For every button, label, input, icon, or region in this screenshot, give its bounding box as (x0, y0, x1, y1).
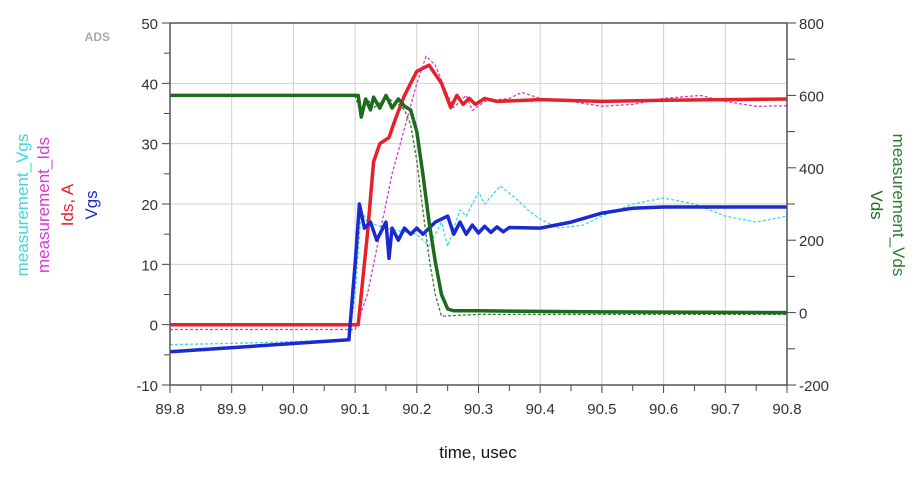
left-axis-labels: measurement_Vgs measurement_Ids Ids, A V… (13, 134, 101, 277)
ads-watermark: ADS (85, 30, 110, 44)
y-left-tick-label: 20 (141, 197, 158, 214)
right-label-measurement-vds: measurement_Vds (889, 134, 908, 277)
left-label-vgs: Vgs (82, 190, 101, 219)
series-line-vgs (169, 202, 787, 354)
series-line-measurement-vgs (169, 185, 788, 346)
series-line-vds (170, 93, 788, 315)
x-tick-label: 90.0 (279, 401, 308, 418)
right-axis-labels: measurement_Vds Vds (867, 134, 908, 277)
y-left-tick-label: 50 (141, 16, 158, 33)
x-axis-label: time, usec (439, 443, 517, 462)
x-tick-label: 89.8 (155, 401, 184, 418)
x-tick-label: 89.9 (217, 401, 246, 418)
x-tick-label: 90.3 (464, 401, 493, 418)
x-tick-label: 90.7 (711, 401, 740, 418)
series-group (169, 55, 788, 354)
y-right-tick-label: 800 (799, 16, 824, 33)
left-label-measurement-ids: measurement_Ids (34, 137, 53, 273)
y-right-tick-label: 200 (799, 233, 824, 250)
y-left-tick-label: -10 (136, 378, 158, 395)
y-right-tick-label: 600 (799, 88, 824, 105)
y-left-tick-label: 30 (141, 137, 158, 154)
x-tick-label: 90.2 (402, 401, 431, 418)
x-tick-label: 90.5 (587, 401, 616, 418)
x-tick-label: 90.4 (526, 401, 555, 418)
y-left-tick-label: 40 (141, 76, 158, 93)
y-right-tick-label: 400 (799, 161, 824, 178)
grid (169, 22, 788, 386)
y-left-tick-label: 10 (141, 257, 158, 274)
x-tick-label: 90.8 (772, 401, 801, 418)
x-tick-label: 90.6 (649, 401, 678, 418)
series-line-ids (170, 63, 788, 327)
left-label-measurement-vgs: measurement_Vgs (13, 134, 32, 277)
y-left-tick-label: 0 (150, 318, 158, 335)
x-tick-label: 90.1 (340, 401, 369, 418)
y-right-tick-label: -200 (799, 378, 829, 395)
y-right-tick-label: 0 (799, 306, 807, 323)
right-label-vds: Vds (867, 190, 886, 219)
axes: 89.8 89.9 90.0 90.1 90.2 90.3 90.4 90.5 90.6 90.7… (136, 16, 829, 418)
left-label-ids: Ids, A (58, 183, 77, 226)
series-line-measurement-ids (170, 55, 788, 331)
